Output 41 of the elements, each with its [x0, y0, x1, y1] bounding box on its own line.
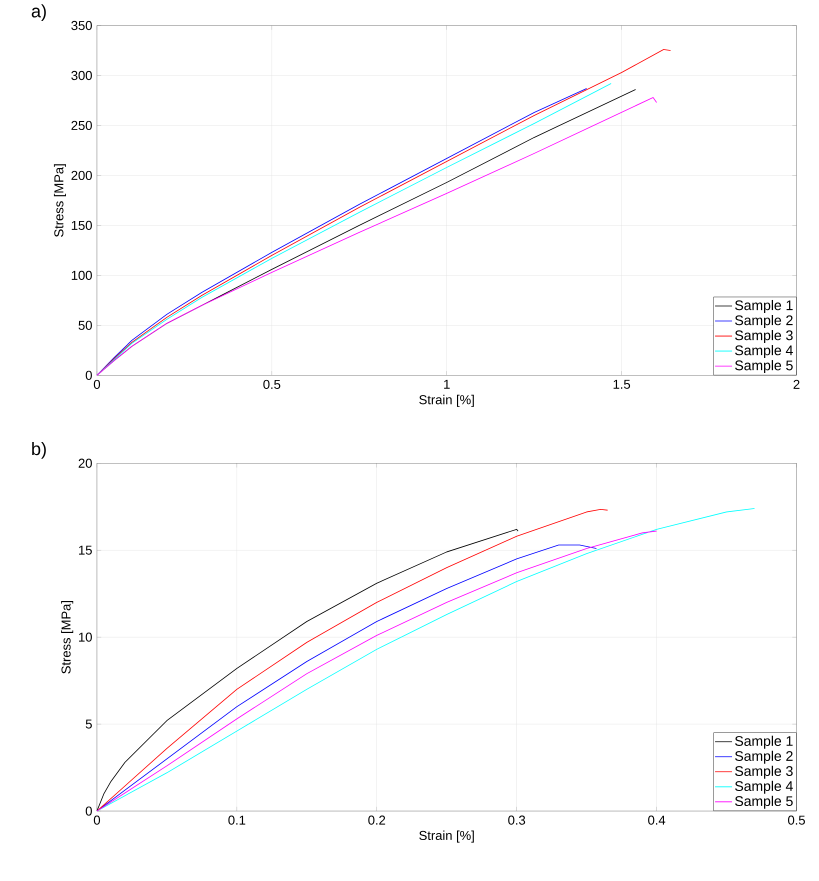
y-tick-label: 300 — [71, 70, 92, 80]
text: b) — [32, 442, 46, 459]
x-tick-label: 1.5 — [613, 380, 630, 389]
y-tick-label: 10 — [78, 632, 92, 642]
legend-label: Sample 3 — [734, 766, 792, 779]
y-tick-label: 0 — [85, 370, 92, 380]
legend-label: Sample 5 — [734, 360, 792, 374]
legend-label: Sample 2 — [734, 314, 792, 328]
legend-label: Sample 4 — [734, 780, 793, 794]
legend-label: Sample 1 — [734, 300, 792, 313]
x-tick-label: 2 — [793, 380, 800, 389]
y-axis-title: Stress [MPa] — [54, 164, 66, 237]
y-tick-label: 0 — [85, 806, 92, 816]
x-tick-label: 0.3 — [508, 816, 525, 825]
x-tick-label: 0.4 — [648, 816, 665, 825]
y-tick-label: 15 — [78, 546, 92, 555]
x-tick-label: 0.2 — [368, 816, 385, 825]
y-tick-label: 50 — [78, 320, 92, 330]
legend-label: Sample 5 — [734, 796, 792, 809]
x-tick-label: 0.5 — [788, 816, 805, 825]
y-tick-label: 200 — [71, 170, 92, 180]
x-axis-title: Strain [%] — [419, 830, 474, 843]
legend-label: Sample 2 — [734, 750, 792, 764]
y-tick-label: 350 — [71, 20, 92, 30]
legend-label: Sample 1 — [734, 736, 792, 749]
x-tick-label: 0 — [94, 380, 100, 389]
x-tick-label: 0 — [94, 816, 100, 825]
y-tick-label: 100 — [72, 270, 92, 280]
line-series — [96, 528, 518, 812]
x-axis-title: Strain [%] — [419, 394, 474, 407]
x-tick-label: 0.5 — [263, 380, 280, 389]
y-tick-label: 5 — [86, 720, 92, 729]
text: a) — [32, 4, 46, 22]
y-tick-label: 20 — [78, 458, 92, 468]
x-tick-label: 1 — [444, 380, 450, 389]
legend-label: Sample 4 — [734, 345, 793, 358]
legend-label: Sample 3 — [734, 330, 792, 344]
y-tick-label: 150 — [72, 220, 92, 230]
x-tick-label: 0.1 — [228, 816, 245, 825]
y-tick-label: 250 — [71, 120, 92, 130]
y-axis-title: Stress [MPa] — [60, 601, 73, 674]
